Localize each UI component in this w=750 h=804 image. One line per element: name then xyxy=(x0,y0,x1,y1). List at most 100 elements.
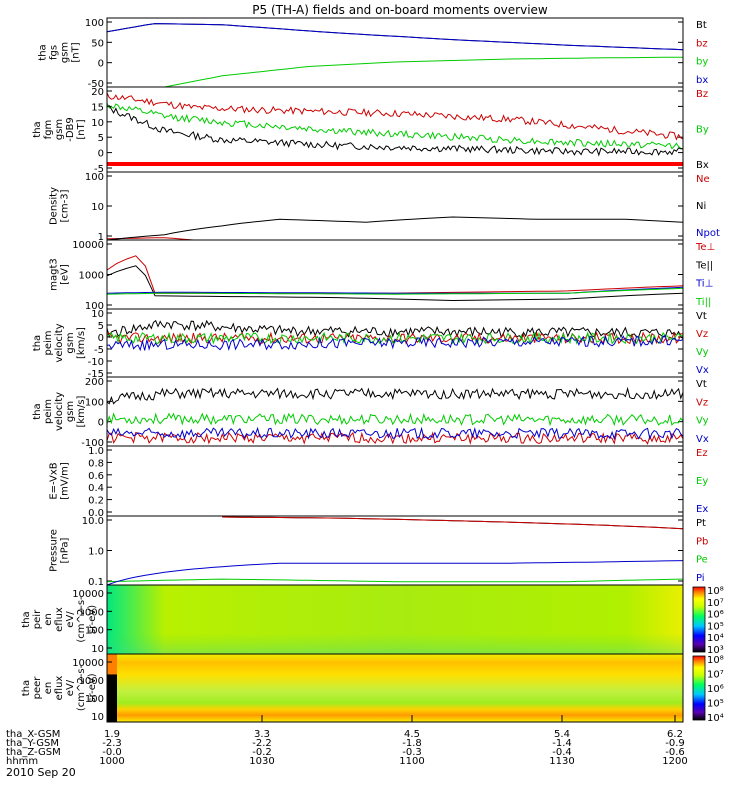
y-tick-label: 5 xyxy=(98,133,104,144)
figure-title: P5 (TH-A) fields and on-board moments ov… xyxy=(252,3,548,17)
y-axis-label: (cm^2-s- xyxy=(76,664,87,711)
y-axis-label: magt3 xyxy=(49,258,60,291)
y-axis-label: peir xyxy=(32,609,43,629)
y-axis-label: gsm xyxy=(60,42,71,63)
y-tick-label: 0.6 xyxy=(88,471,104,482)
series-Te⊥ xyxy=(106,255,684,294)
y-axis-label: gsm xyxy=(65,332,76,353)
legend-label-Bx: Bx xyxy=(696,160,709,171)
y-axis-label: [km/s] xyxy=(76,327,87,359)
x-axis-value-hhmm: 1130 xyxy=(549,756,574,767)
y-axis-label: Density xyxy=(49,187,60,225)
y-axis-label: velocity xyxy=(54,323,65,362)
x-axis-value-X: 5.4 xyxy=(554,729,570,740)
heatmap-image xyxy=(107,654,683,722)
colorbar-tick-label: 10⁸ xyxy=(707,586,724,597)
colorbar-tick-label: 10⁷ xyxy=(707,670,724,681)
legend-label-Ne: Ne xyxy=(696,174,710,185)
y-tick-label: 100 xyxy=(85,397,104,408)
heatmap-shade xyxy=(107,585,683,654)
x-axis-value-X: 1.9 xyxy=(104,729,120,740)
legend-label-Pe: Pe xyxy=(696,555,708,566)
legend-label-Vt: Vt xyxy=(696,311,707,322)
legend-label-Vx: Vx xyxy=(696,365,709,376)
y-axis-label: [nT] xyxy=(71,42,82,62)
heatmap-edge xyxy=(107,654,117,675)
legend-label-Te||: Te|| xyxy=(695,260,713,271)
colorbar-tick-label: 10⁶ xyxy=(707,684,724,695)
legend-label-Te⊥: Te⊥ xyxy=(695,242,715,253)
series-Vt xyxy=(106,386,684,405)
colorbar-tick-label: 10⁷ xyxy=(707,598,724,609)
x-axis-value-Y: -1.8 xyxy=(402,738,422,749)
y-axis-label: peer xyxy=(32,676,43,700)
series-Ti⊥ xyxy=(106,286,684,294)
series-Ni xyxy=(106,216,684,241)
y-tick-label: 1.0 xyxy=(88,547,104,558)
colorbar-tick-label: 10⁴ xyxy=(707,633,724,644)
y-tick-label: 10000 xyxy=(72,658,104,669)
legend-label-Ez: Ez xyxy=(696,448,708,459)
x-axis-value-Z: -0.4 xyxy=(552,747,572,758)
legend-label-Vy: Vy xyxy=(696,416,709,427)
series-Ti|| xyxy=(106,287,684,295)
panel-10: 10⁸ 10⁷ 10⁶ 10⁵ 10⁴ 10000 1000 100 10 tha peer en ef… xyxy=(21,653,724,724)
date-label: 2010 Sep 20 xyxy=(6,766,76,779)
panel-6: 200 100 0 -100 Vt Vz Vy Vx tha peim velocity gsm [km… xyxy=(32,376,709,449)
panel-7: 1.00.8 0.60.4 0.20.0 Ez Ey Ex E=-VxB [mV/m] xyxy=(49,445,708,519)
series-By xyxy=(106,102,684,150)
y-tick-label: -100 xyxy=(81,438,104,449)
x-axis-row-label: tha_Y-GSM xyxy=(6,738,59,749)
series-Vt xyxy=(106,319,684,339)
y-axis-label: tha xyxy=(38,44,49,60)
panel-frame xyxy=(106,515,684,586)
y-tick-label: -50 xyxy=(88,79,104,90)
y-axis-label: gsm xyxy=(65,401,76,422)
x-axis-row-label: tha_X-GSM xyxy=(6,729,60,740)
y-tick-label: 100 xyxy=(85,301,104,312)
legend-label-bx: bx xyxy=(696,75,708,86)
x-axis-row-label: tha_Z-GSM xyxy=(6,747,61,758)
series-bx xyxy=(106,23,684,51)
y-axis-label: fgs xyxy=(49,45,60,60)
series-by xyxy=(164,56,683,88)
colorbar-tick-label: 10⁸ xyxy=(707,655,724,666)
y-axis-label: (cm^2-s- xyxy=(76,596,87,643)
y-tick-label: 0 xyxy=(98,418,104,429)
y-axis-label: en xyxy=(43,682,54,695)
series-Bx xyxy=(106,105,683,157)
legend-label-bz: bz xyxy=(696,38,708,49)
colorbar xyxy=(692,586,706,653)
y-axis-label: eV/ xyxy=(65,611,76,628)
legend-label-By: By xyxy=(696,125,709,136)
y-tick-label: 0 xyxy=(98,59,104,70)
series-Vx xyxy=(106,426,684,441)
x-axis-value-hhmm: 1030 xyxy=(249,756,274,767)
y-axis-label: [mV/m] xyxy=(60,462,71,500)
y-tick-label: 1000 xyxy=(79,271,104,282)
y-tick-label: 10 xyxy=(91,118,104,129)
y-tick-label: 100 xyxy=(85,18,104,29)
legend-label-Pb: Pb xyxy=(696,536,708,547)
y-axis-label: eflux xyxy=(54,607,65,632)
x-axis-row-label: hhmm xyxy=(6,756,38,767)
colorbar xyxy=(692,655,706,721)
y-axis-label: en xyxy=(43,613,54,626)
x-axis-value-hhmm: 1200 xyxy=(662,756,687,767)
y-tick-label: 10 xyxy=(91,309,104,320)
y-axis-label: tha xyxy=(21,611,32,627)
y-axis-label: [nPa] xyxy=(60,537,71,563)
series-Pi xyxy=(106,560,684,586)
panel-2: 20 15 10 5 0 -5 Bz By Bx tha fgm gsm -DB9 [nT] xyxy=(32,86,709,175)
y-tick-label: 0.0 xyxy=(88,508,104,519)
x-axis-value-Z: -0.3 xyxy=(402,747,422,758)
y-tick-label: 5 xyxy=(98,321,104,332)
colorbar-tick-label: 10³ xyxy=(707,645,724,656)
legend-label-Vy: Vy xyxy=(696,347,709,358)
y-tick-label: 0.2 xyxy=(88,496,104,507)
colorbar-tick-label: 10⁵ xyxy=(707,699,724,710)
y-tick-label: -5 xyxy=(94,164,104,175)
y-tick-label: 200 xyxy=(85,377,104,388)
y-axis-label: -DB9 xyxy=(65,117,76,142)
x-axis-value-Y: -2.3 xyxy=(102,738,122,749)
